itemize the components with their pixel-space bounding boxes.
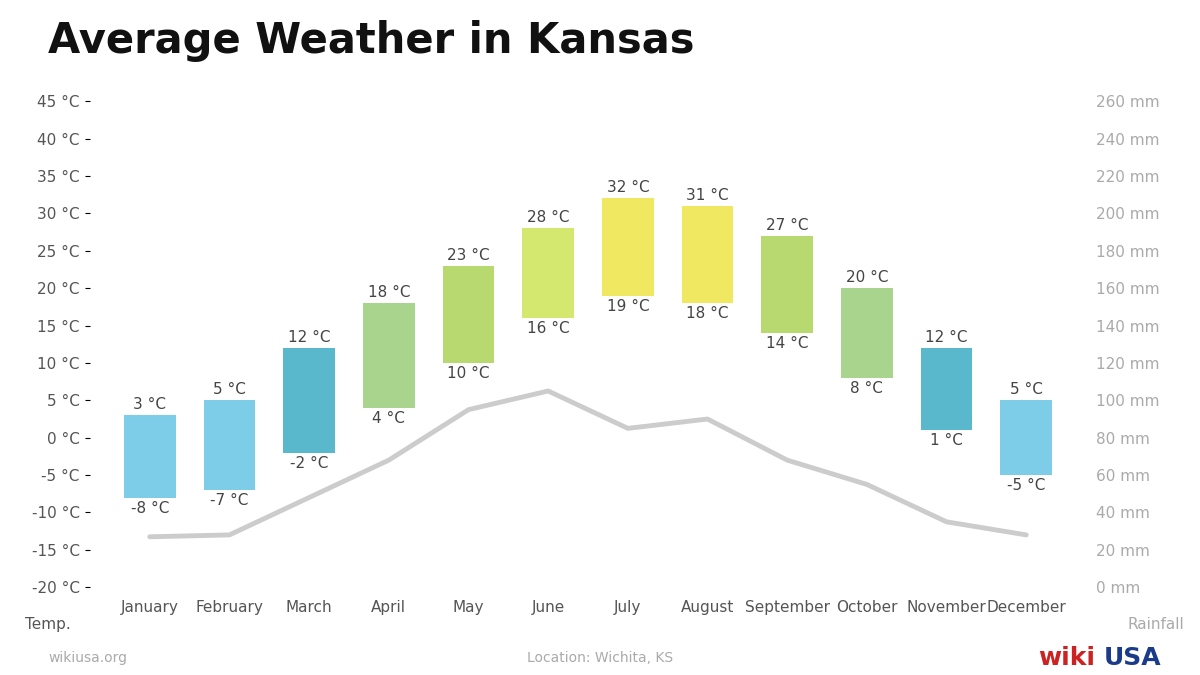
Text: Rainfall: Rainfall	[1127, 617, 1184, 632]
Text: wiki: wiki	[1038, 646, 1096, 670]
Bar	[124, 415, 175, 497]
Text: 1 °C: 1 °C	[930, 433, 962, 448]
Bar	[841, 288, 893, 378]
Bar	[204, 400, 256, 490]
Text: wikiusa.org: wikiusa.org	[48, 651, 127, 665]
Bar	[682, 206, 733, 303]
Text: -5 °C: -5 °C	[1007, 478, 1045, 493]
Text: Location: Wichita, KS: Location: Wichita, KS	[527, 651, 673, 665]
Bar	[920, 348, 972, 430]
Bar	[283, 348, 335, 453]
Text: 28 °C: 28 °C	[527, 211, 570, 225]
Text: Temp.: Temp.	[25, 617, 71, 632]
Text: 4 °C: 4 °C	[372, 411, 406, 426]
Text: Average Weather in Kansas: Average Weather in Kansas	[48, 20, 695, 62]
Bar	[362, 303, 415, 408]
Text: 14 °C: 14 °C	[766, 336, 809, 351]
Text: 23 °C: 23 °C	[448, 248, 490, 263]
Text: 31 °C: 31 °C	[686, 188, 728, 203]
Text: 12 °C: 12 °C	[925, 330, 968, 345]
Text: -8 °C: -8 °C	[131, 501, 169, 516]
Bar	[602, 198, 654, 296]
Text: 20 °C: 20 °C	[846, 270, 888, 285]
Text: 18 °C: 18 °C	[367, 285, 410, 300]
Text: 5 °C: 5 °C	[214, 382, 246, 398]
Text: 5 °C: 5 °C	[1010, 382, 1043, 398]
Text: 19 °C: 19 °C	[606, 298, 649, 314]
Bar	[1001, 400, 1052, 475]
Text: 12 °C: 12 °C	[288, 330, 330, 345]
Text: USA: USA	[1104, 646, 1162, 670]
Bar	[761, 236, 814, 333]
Text: -2 °C: -2 °C	[290, 456, 329, 470]
Text: 18 °C: 18 °C	[686, 306, 728, 321]
Text: 8 °C: 8 °C	[851, 381, 883, 396]
Bar	[522, 228, 574, 318]
Text: -7 °C: -7 °C	[210, 493, 248, 508]
Text: 10 °C: 10 °C	[448, 366, 490, 381]
Text: 16 °C: 16 °C	[527, 321, 570, 336]
Text: 3 °C: 3 °C	[133, 398, 167, 412]
Text: 27 °C: 27 °C	[766, 218, 809, 233]
Bar	[443, 266, 494, 363]
Text: 32 °C: 32 °C	[606, 180, 649, 196]
